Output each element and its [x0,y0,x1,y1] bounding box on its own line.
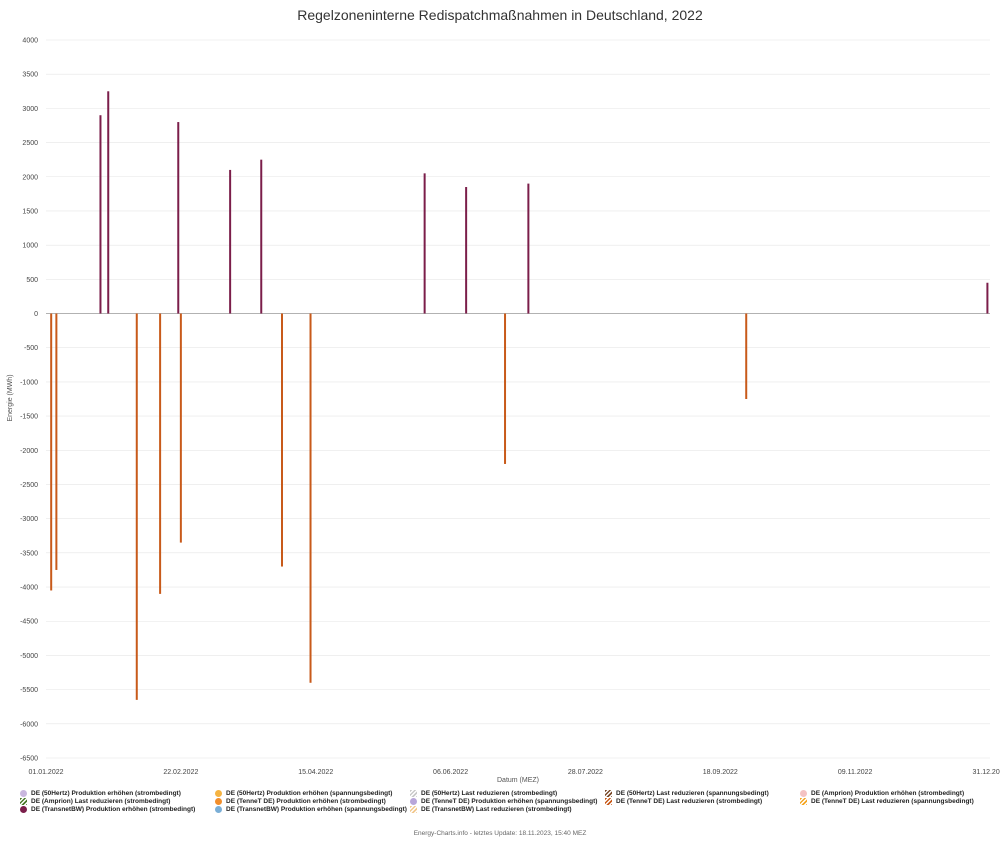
hatch-marker-icon [605,798,612,805]
y-tick-label: -5500 [20,687,38,694]
data-bar[interactable] [986,282,989,314]
circle-marker-icon [800,790,807,797]
hatch-marker-icon [20,798,27,805]
y-axis-ticks: 4000 3500 3000 2500 2000 1500 1000 500 0 -500 -100… [20,38,38,763]
legend-label: DE (Amprion) Last reduzieren (strombedin… [31,798,171,805]
legend-item[interactable]: DE (TransnetBW) Produktion erhöhen (span… [215,806,407,813]
legend-label: DE (TenneT DE) Produktion erhöhen (strom… [226,798,386,805]
data-bar[interactable] [260,159,263,314]
legend-label: DE (TransnetBW) Last reduzieren (strombe… [421,806,572,813]
y-tick-label: 3000 [22,106,38,113]
y-tick-label: -5000 [20,653,38,660]
data-bar[interactable] [745,313,748,399]
y-tick-label: -3500 [20,550,38,557]
data-bar[interactable] [99,115,102,314]
y-tick-label: 1000 [22,243,38,250]
legend-item[interactable]: DE (TransnetBW) Last reduzieren (strombe… [410,806,572,813]
grid-lines [46,39,990,759]
legend-item[interactable]: DE (50Hertz) Last reduzieren (spannungsb… [605,790,769,797]
y-tick-label: -6000 [20,721,38,728]
legend-label: DE (TenneT DE) Last reduzieren (spannung… [811,798,974,805]
legend-label: DE (TenneT DE) Last reduzieren (strombed… [616,798,763,805]
y-tick-label: -500 [24,345,38,352]
data-bar[interactable] [159,313,162,594]
y-tick-label: -1000 [20,379,38,386]
circle-marker-icon [215,798,222,805]
legend-item[interactable]: DE (50Hertz) Produktion erhöhen (spannun… [215,790,392,797]
legend-label: DE (Amprion) Produktion erhöhen (strombe… [811,790,965,797]
chart-plot: 4000 3500 3000 2500 2000 1500 1000 500 0 -500 -100… [7,38,1000,785]
x-tick-label: 01.01.2022 [28,769,63,776]
x-tick-label: 31.12.2022 [972,769,1000,776]
hatch-marker-icon [800,798,807,805]
x-tick-label: 09.11.2022 [838,769,873,776]
data-bars [50,91,989,700]
legend-label: DE (TransnetBW) Produktion erhöhen (span… [226,806,407,813]
y-axis-label: Energie (MWh) [7,374,14,421]
legend-item[interactable]: DE (Amprion) Produktion erhöhen (strombe… [800,790,964,797]
legend-label: DE (TenneT DE) Produktion erhöhen (spann… [421,798,598,805]
legend-item[interactable]: DE (TenneT DE) Last reduzieren (strombed… [605,798,762,805]
legend-item[interactable]: DE (TenneT DE) Produktion erhöhen (spann… [410,798,597,805]
y-tick-label: -3000 [20,516,38,523]
x-tick-label: 15.04.2022 [298,769,333,776]
data-bar[interactable] [309,313,312,683]
legend-label: DE (50Hertz) Last reduzieren (spannungsb… [616,790,769,797]
y-tick-label: -2000 [20,448,38,455]
x-tick-label: 18.09.2022 [703,769,738,776]
y-tick-label: 1500 [22,208,38,215]
data-bar[interactable] [423,173,426,314]
hatch-marker-icon [605,790,612,797]
legend-item[interactable]: DE (TransnetBW) Produktion erhöhen (stro… [20,806,195,813]
x-axis-label: Datum (MEZ) [497,777,539,784]
legend-label: DE (50Hertz) Produktion erhöhen (strombe… [31,790,181,797]
y-tick-label: 4000 [22,38,38,45]
y-tick-label: -1500 [20,414,38,421]
circle-marker-icon [20,790,27,797]
legend-item[interactable]: DE (TenneT DE) Produktion erhöhen (strom… [215,798,386,805]
x-axis-ticks: 01.01.2022 22.02.2022 15.04.2022 06.06.2022… [28,769,1000,776]
data-bar[interactable] [135,313,138,700]
y-tick-label: -6500 [20,756,38,763]
data-bar[interactable] [465,187,468,314]
x-tick-label: 28.07.2022 [568,769,603,776]
legend-label: DE (TransnetBW) Produktion erhöhen (stro… [31,806,196,813]
hatch-marker-icon [410,806,417,813]
data-bar[interactable] [55,313,58,570]
data-bar[interactable] [107,91,110,314]
data-bar[interactable] [281,313,283,567]
data-bar[interactable] [229,169,232,314]
legend-label: DE (50Hertz) Last reduzieren (strombedin… [421,790,558,797]
y-tick-label: 500 [26,277,38,284]
circle-marker-icon [20,806,27,813]
circle-marker-icon [410,798,417,805]
y-tick-label: 2500 [22,140,38,147]
legend-item[interactable]: DE (TenneT DE) Last reduzieren (spannung… [800,798,974,805]
y-tick-label: 2000 [22,174,38,181]
data-bar[interactable] [179,313,182,543]
footer-update-note: Energy-Charts.info - letztes Update: 18.… [413,830,587,837]
x-tick-label: 06.06.2022 [433,769,468,776]
legend-item[interactable]: DE (50Hertz) Produktion erhöhen (strombe… [20,790,181,797]
legend-label: DE (50Hertz) Produktion erhöhen (spannun… [226,790,393,797]
legend-item[interactable]: DE (Amprion) Last reduzieren (strombedin… [20,798,170,805]
y-tick-label: -4000 [20,585,38,592]
y-tick-label: 0 [34,311,38,318]
data-bar[interactable] [527,183,530,314]
data-bar[interactable] [504,313,507,464]
chart-title: Regelzoneninterne Redispatchmaßnahmen in… [297,7,703,23]
data-bar[interactable] [177,122,180,314]
circle-marker-icon [215,790,222,797]
circle-marker-icon [215,806,222,813]
legend-item[interactable]: DE (50Hertz) Last reduzieren (strombedin… [410,790,557,797]
hatch-marker-icon [410,790,417,797]
y-tick-label: 3500 [22,72,38,79]
x-tick-label: 22.02.2022 [163,769,198,776]
data-bar[interactable] [50,313,53,591]
y-tick-label: -4500 [20,619,38,626]
y-tick-label: -2500 [20,482,38,489]
